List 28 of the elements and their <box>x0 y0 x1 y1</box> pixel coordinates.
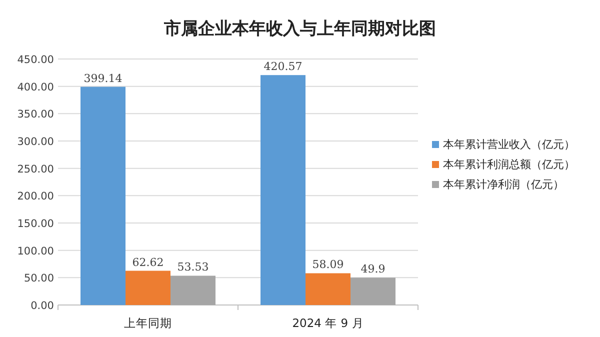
y-tick-label: 300.00 <box>17 136 54 148</box>
y-tick-label: 50.00 <box>24 272 54 285</box>
x-tick-label: 2024 年 9 月 <box>292 316 364 330</box>
bar <box>306 273 350 305</box>
y-tick-label: 350.00 <box>17 108 54 121</box>
bar <box>80 86 126 305</box>
bar <box>170 276 216 305</box>
chart-title: 市属企业本年收入与上年同期对比图 <box>163 19 436 39</box>
legend-label: 本年累计营业收入（亿元） <box>443 138 575 151</box>
data-label: 49.9 <box>360 262 386 276</box>
data-label: 62.62 <box>132 256 164 269</box>
y-tick-label: 0.00 <box>30 300 54 312</box>
legend-label: 本年累计净利润（亿元） <box>443 178 564 191</box>
legend-label: 本年累计利润总额（亿元） <box>443 158 575 171</box>
y-tick-label: 250.00 <box>17 163 54 176</box>
x-tick-label: 上年同期 <box>124 316 172 330</box>
y-tick-label: 400.00 <box>17 81 54 94</box>
data-label: 58.09 <box>312 258 344 272</box>
bar <box>126 270 170 305</box>
bar <box>350 278 396 305</box>
bar <box>260 75 306 305</box>
y-tick-label: 450.00 <box>17 54 54 66</box>
y-tick-label: 200.00 <box>17 190 54 203</box>
data-label: 420.57 <box>264 60 302 74</box>
y-tick-label: 100.00 <box>17 245 54 258</box>
data-label: 53.53 <box>177 260 209 274</box>
y-tick-label: 150.00 <box>17 218 54 230</box>
data-label: 399.14 <box>84 72 122 85</box>
